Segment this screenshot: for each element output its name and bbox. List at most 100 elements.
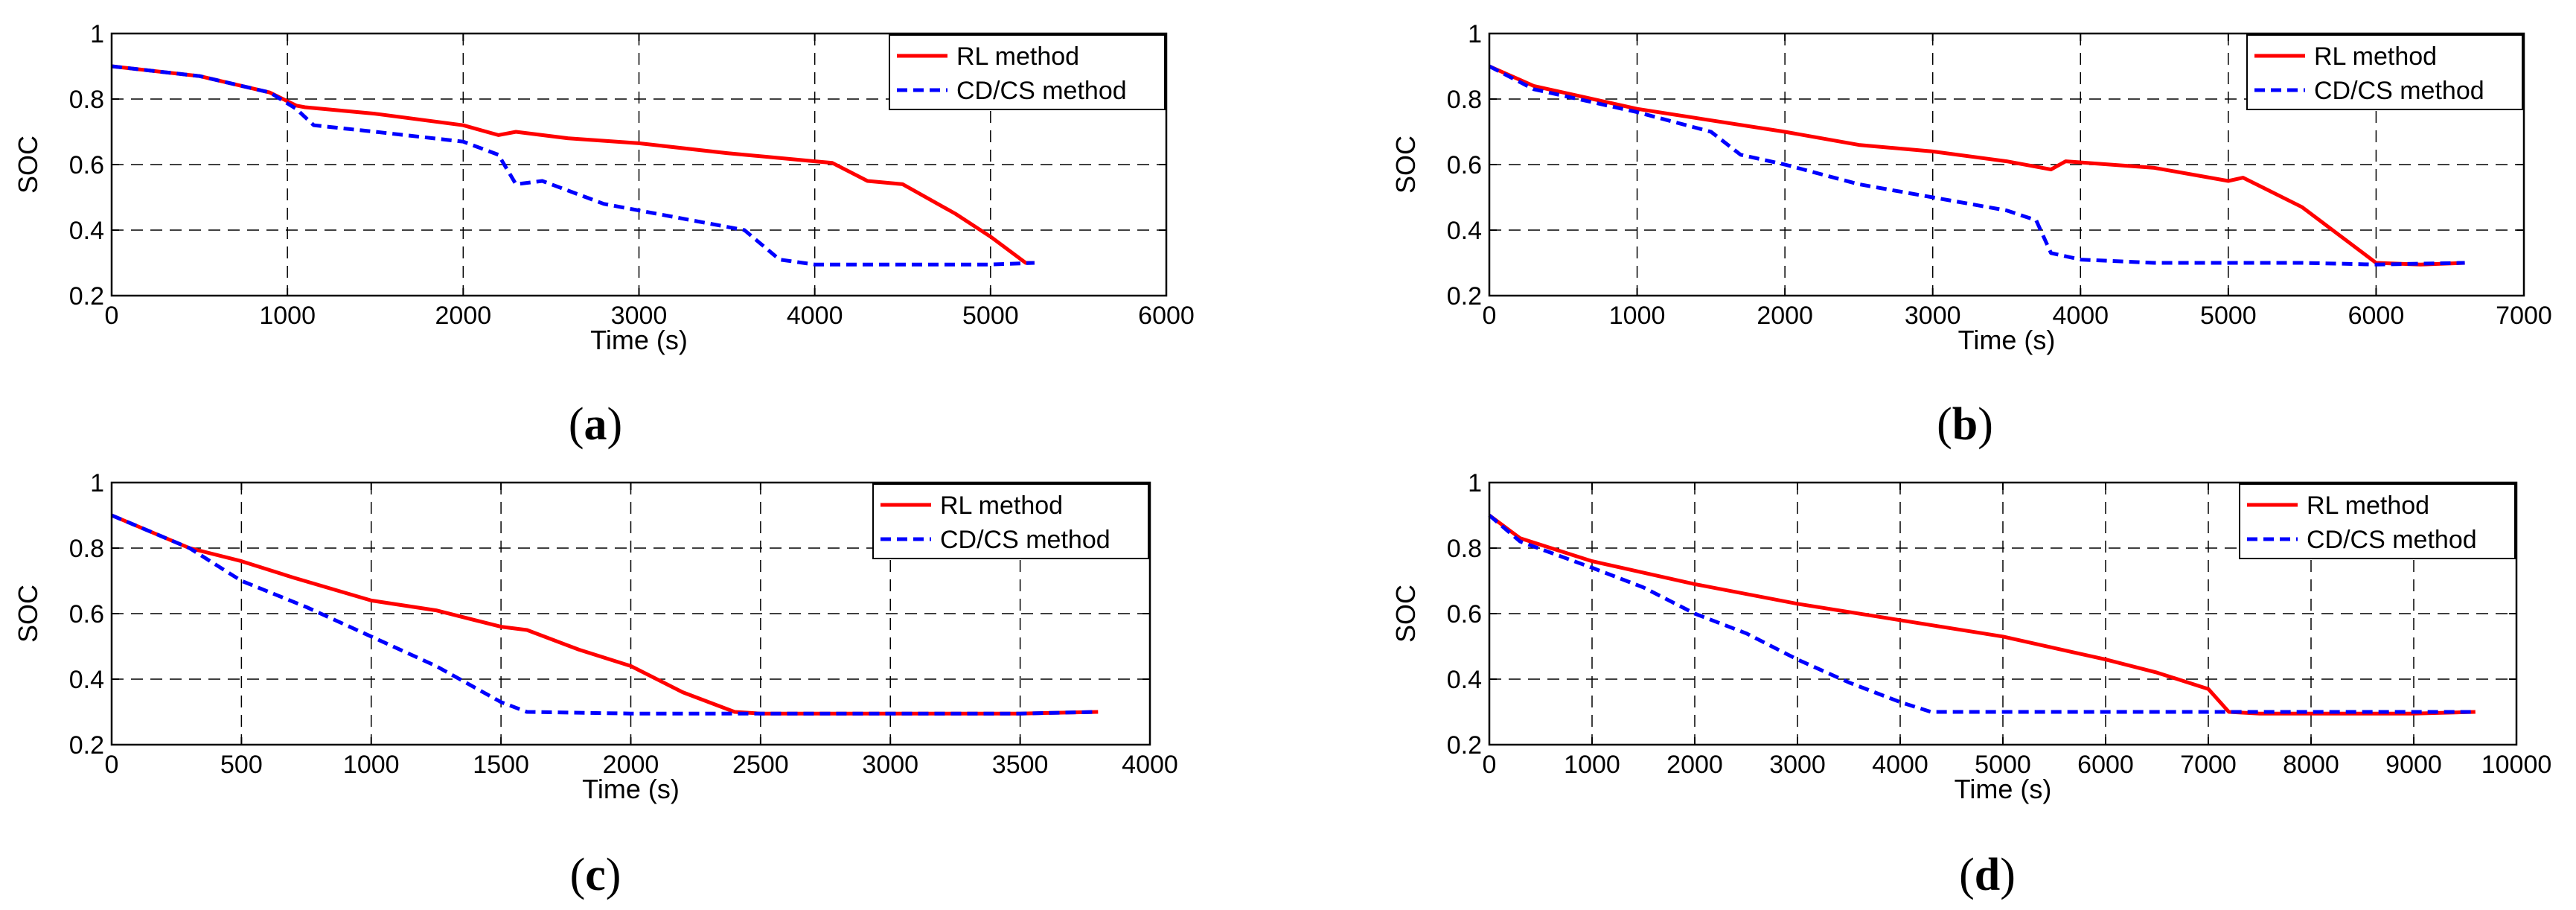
x-axis-label: Time (s) bbox=[1955, 774, 2052, 804]
x-tick-label: 0 bbox=[1483, 302, 1497, 330]
x-axis-label: Time (s) bbox=[590, 325, 688, 355]
y-tick-label: 0.6 bbox=[1447, 600, 1482, 629]
y-tick-label: 0.8 bbox=[1447, 535, 1482, 563]
x-tick-label: 1000 bbox=[1609, 302, 1666, 330]
caption-letter: a bbox=[584, 399, 607, 450]
x-tick-label: 2000 bbox=[1666, 751, 1723, 779]
axes-frame bbox=[110, 481, 1151, 746]
y-tick-label: 0.4 bbox=[69, 217, 104, 245]
y-tick-label: 0.2 bbox=[1447, 282, 1482, 311]
series-line-cdcs-method bbox=[1488, 514, 2476, 714]
caption-letter: b bbox=[1952, 399, 1978, 450]
x-tick-label: 0 bbox=[105, 302, 119, 330]
x-tick-label: 5000 bbox=[2200, 302, 2257, 330]
x-tick-label: 0 bbox=[105, 751, 119, 779]
x-axis-label: Time (s) bbox=[1958, 325, 2056, 355]
y-tick-label: 0.2 bbox=[1447, 731, 1482, 760]
axes-frame bbox=[1488, 481, 2518, 746]
x-tick-label: 500 bbox=[220, 751, 263, 779]
caption-open-paren: ( bbox=[1959, 850, 1975, 900]
series-line-cdcs-method bbox=[111, 64, 1035, 267]
x-tick-label: 3000 bbox=[1905, 302, 1961, 330]
y-tick-label: 0.6 bbox=[1447, 151, 1482, 179]
panel-caption: (c) bbox=[570, 850, 621, 900]
panel-caption: (b) bbox=[1937, 399, 1993, 450]
series-line-rl-method bbox=[1488, 513, 2476, 716]
x-tick-label: 6000 bbox=[2348, 302, 2405, 330]
y-axis-label: SOC bbox=[13, 585, 43, 643]
x-tick-label: 4000 bbox=[1122, 751, 1178, 779]
caption-open-paren: ( bbox=[1937, 399, 1952, 450]
y-tick-label: 1 bbox=[90, 20, 104, 48]
x-tick-label: 7000 bbox=[2180, 751, 2237, 779]
series-line-rl-method bbox=[111, 64, 1035, 265]
caption-open-paren: ( bbox=[569, 399, 584, 450]
caption-close-paren: ) bbox=[606, 850, 621, 900]
x-tick-label: 2000 bbox=[1757, 302, 1813, 330]
x-tick-label: 4000 bbox=[2052, 302, 2109, 330]
x-axis-label: Time (s) bbox=[582, 774, 680, 804]
y-axis-label: SOC bbox=[1390, 585, 1421, 643]
legend-label-rl-method: RL method bbox=[940, 491, 1063, 520]
y-axis-label: SOC bbox=[1390, 136, 1421, 194]
x-tick-label: 3500 bbox=[992, 751, 1049, 779]
legend-label-rl-method: RL method bbox=[2314, 42, 2437, 71]
legend-label-cdcs-method: CD/CS method bbox=[2307, 526, 2477, 554]
y-tick-label: 0.8 bbox=[1447, 86, 1482, 114]
chart-panel-a: 0 1000 2000 3000 4000 5000 6000 0.2 0.4 0.6 0.8 1 RL… bbox=[13, 20, 1195, 450]
caption-letter: c bbox=[585, 850, 606, 900]
series-line-cdcs-method bbox=[1488, 64, 2465, 267]
legend-box bbox=[872, 483, 1149, 559]
legend-label-rl-method: RL method bbox=[956, 42, 1079, 71]
x-tick-label: 2000 bbox=[435, 302, 492, 330]
y-tick-label: 1 bbox=[90, 469, 104, 497]
x-tick-label: 3000 bbox=[1769, 751, 1826, 779]
x-tick-label: 9000 bbox=[2385, 751, 2442, 779]
x-tick-label: 3000 bbox=[862, 751, 918, 779]
x-tick-label: 4000 bbox=[1872, 751, 1928, 779]
y-tick-label: 0.6 bbox=[69, 600, 104, 629]
legend-label-cdcs-method: CD/CS method bbox=[2314, 77, 2484, 105]
x-tick-label: 1000 bbox=[343, 751, 400, 779]
chart-panel-c: 0 500 1000 1500 2000 2500 3000 3500 4000 0.2 0.4 0.… bbox=[13, 469, 1178, 900]
y-tick-label: 0.4 bbox=[69, 666, 104, 694]
legend-box bbox=[2246, 34, 2523, 110]
y-tick-label: 0.8 bbox=[69, 86, 104, 114]
chart-panel-d: 0 1000 2000 3000 4000 5000 6000 7000 8000 9000 100… bbox=[1390, 469, 2551, 900]
series-line-cdcs-method bbox=[111, 513, 1099, 716]
y-tick-label: 1 bbox=[1468, 469, 1482, 497]
y-tick-label: 1 bbox=[1468, 20, 1482, 48]
x-tick-label: 5000 bbox=[1975, 751, 2031, 779]
chart-panel-b: 0 1000 2000 3000 4000 5000 6000 7000 0.2 0.4 0.6 0.… bbox=[1390, 20, 2552, 450]
x-tick-label: 0 bbox=[1483, 751, 1497, 779]
x-tick-label: 3000 bbox=[611, 302, 668, 330]
x-tick-label: 4000 bbox=[787, 302, 843, 330]
caption-close-paren: ) bbox=[1978, 399, 1993, 450]
axes-frame bbox=[1488, 32, 2525, 297]
axes-frame bbox=[110, 32, 1168, 297]
series-line-rl-method bbox=[1488, 64, 2465, 267]
legend-label-cdcs-method: CD/CS method bbox=[940, 526, 1110, 554]
panel-caption: (d) bbox=[1959, 850, 2016, 900]
legend-label-cdcs-method: CD/CS method bbox=[956, 77, 1127, 105]
panel-caption: (a) bbox=[569, 399, 622, 450]
y-tick-label: 0.2 bbox=[69, 282, 104, 311]
y-tick-label: 0.8 bbox=[69, 535, 104, 563]
x-tick-label: 1500 bbox=[473, 751, 529, 779]
legend-label-rl-method: RL method bbox=[2307, 491, 2429, 520]
caption-close-paren: ) bbox=[2000, 850, 2016, 900]
x-tick-label: 6000 bbox=[2077, 751, 2134, 779]
y-axis-label: SOC bbox=[13, 136, 43, 194]
x-tick-label: 1000 bbox=[259, 302, 316, 330]
x-tick-label: 8000 bbox=[2283, 751, 2339, 779]
y-tick-label: 0.4 bbox=[1447, 217, 1482, 245]
x-tick-label: 2500 bbox=[732, 751, 789, 779]
x-tick-label: 1000 bbox=[1564, 751, 1620, 779]
y-tick-label: 0.6 bbox=[69, 151, 104, 179]
x-tick-label: 10000 bbox=[2481, 751, 2552, 779]
caption-close-paren: ) bbox=[607, 399, 623, 450]
x-tick-label: 2000 bbox=[603, 751, 659, 779]
y-tick-label: 0.4 bbox=[1447, 666, 1482, 694]
legend-box bbox=[889, 34, 1166, 110]
